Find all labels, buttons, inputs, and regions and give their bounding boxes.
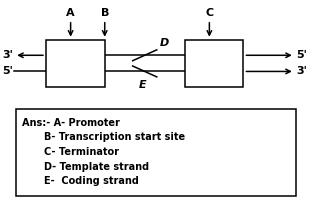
- Text: 3': 3': [2, 50, 13, 60]
- Text: B- Transcription start site: B- Transcription start site: [44, 132, 185, 143]
- Text: 5': 5': [2, 67, 13, 76]
- Text: A: A: [66, 8, 75, 18]
- Text: D- Template strand: D- Template strand: [44, 162, 150, 172]
- Text: D: D: [160, 38, 169, 48]
- Text: Ans:- A- Promoter: Ans:- A- Promoter: [22, 118, 120, 128]
- Text: B: B: [100, 8, 109, 18]
- Text: 3': 3': [296, 67, 307, 76]
- Text: E-  Coding strand: E- Coding strand: [44, 176, 139, 187]
- Text: E: E: [139, 80, 146, 90]
- Text: 5': 5': [296, 50, 307, 60]
- Bar: [16, 109, 296, 196]
- Bar: [185, 40, 243, 87]
- Text: C: C: [205, 8, 214, 18]
- Bar: [46, 40, 105, 87]
- Text: C- Terminator: C- Terminator: [44, 147, 119, 157]
